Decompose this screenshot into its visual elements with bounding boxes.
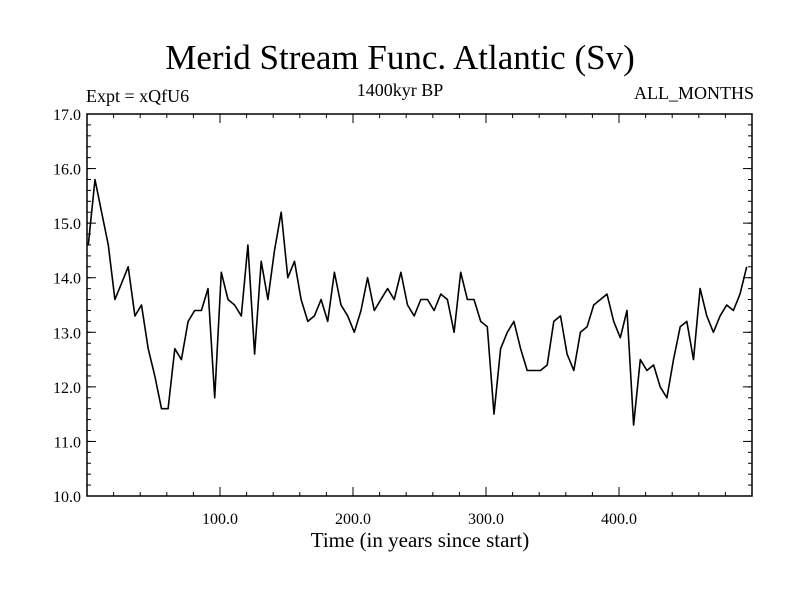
series-line-0	[87, 178, 748, 426]
x-tick-label: 100.0	[202, 511, 238, 528]
chart-title: Merid Stream Func. Atlantic (Sv)	[165, 38, 635, 77]
period-label: 1400kyr BP	[356, 80, 444, 100]
y-tick-label: 10.0	[53, 489, 81, 506]
x-axis-label: Time (in years since start)	[310, 528, 530, 552]
x-tick-label: 300.0	[468, 511, 504, 528]
months-label: ALL_MONTHS	[634, 83, 754, 103]
y-tick-label: 12.0	[53, 380, 81, 397]
x-tick-label: 400.0	[601, 511, 637, 528]
y-tick-label: 17.0	[53, 107, 81, 124]
y-tick-label: 15.0	[53, 216, 81, 233]
x-tick-label: 200.0	[335, 511, 371, 528]
y-tick-label: 14.0	[53, 271, 81, 288]
y-tick-label: 11.0	[54, 434, 81, 451]
y-tick-label: 16.0	[53, 162, 81, 179]
experiment-label: Expt = xQfU6	[86, 86, 190, 106]
y-tick-label: 13.0	[53, 325, 81, 342]
plot-frame	[86, 113, 753, 497]
